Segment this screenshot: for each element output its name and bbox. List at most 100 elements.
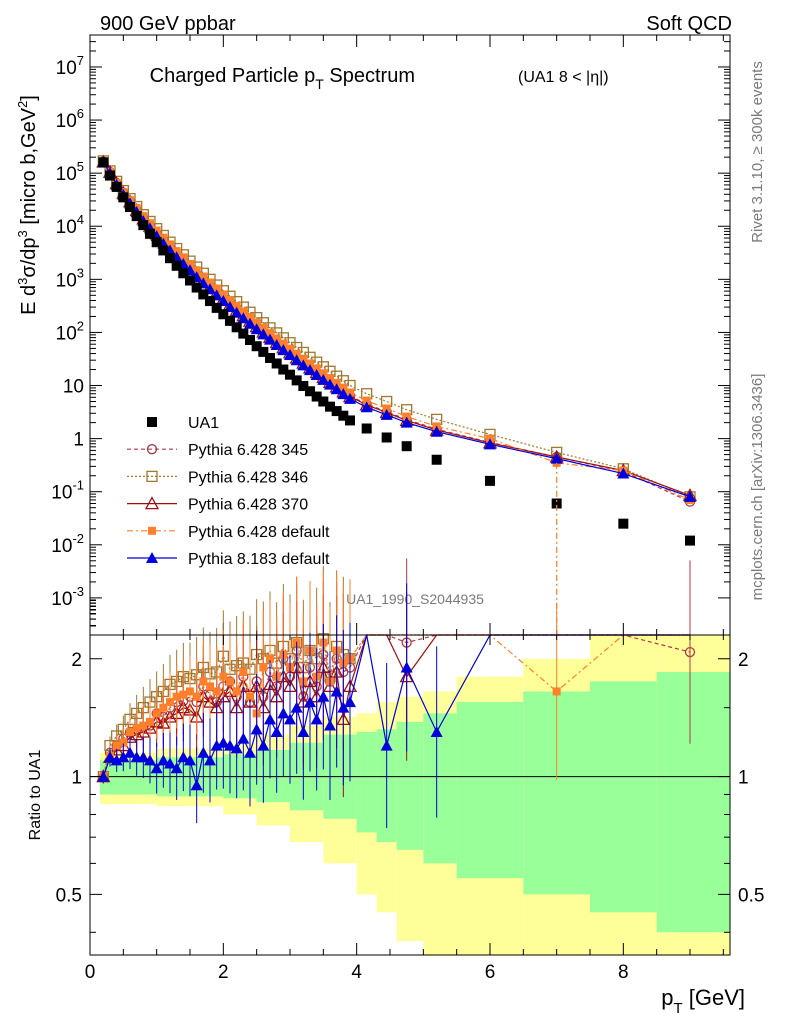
point-UA1	[338, 410, 349, 421]
ratio-y-tick-label-right: 1	[738, 768, 749, 789]
ratio-point-pdef	[552, 687, 561, 696]
band-inner	[100, 760, 157, 795]
legend-label: Pythia 6.428 346	[188, 469, 308, 486]
point-pdef	[159, 233, 168, 242]
point-UA1	[138, 220, 149, 231]
point-p8	[484, 438, 496, 450]
point-p8	[270, 338, 283, 350]
ratio-point-pdef	[166, 698, 174, 707]
point-pdef	[319, 369, 328, 378]
ratio-point-p8	[97, 770, 110, 782]
point-pdef	[332, 378, 341, 387]
band-inner	[590, 681, 657, 913]
point-pdef	[232, 301, 241, 310]
legend-item-UA1: UA1	[147, 415, 219, 432]
ratio-point-pdef	[119, 738, 128, 747]
ratio-point-pdef	[206, 682, 214, 691]
ratio-point-pdef	[132, 724, 141, 733]
legend: UA1 Pythia 6.428 345 Pythia 6.428 346 Pythi…	[127, 415, 330, 568]
point-UA1	[381, 432, 392, 443]
legend-label: Pythia 6.428 default	[188, 524, 330, 541]
point-pdef	[272, 334, 281, 343]
point-pdef	[402, 412, 411, 421]
point-p8	[237, 312, 250, 324]
x-tick-label: 8	[618, 962, 629, 983]
ratio-point-p8	[164, 757, 176, 769]
point-p8	[380, 408, 393, 420]
ratio-point-p345	[684, 646, 696, 658]
ratio-point-p8	[197, 746, 210, 758]
legend-label: UA1	[188, 415, 219, 432]
ratio-point-pdef	[112, 741, 121, 750]
point-UA1	[118, 192, 129, 203]
point-p8	[264, 333, 276, 345]
point-UA1	[298, 380, 309, 391]
ratio-point-p8	[337, 701, 350, 713]
point-UA1	[111, 181, 122, 192]
ratio-point-p8	[304, 696, 316, 708]
point-UA1	[485, 475, 495, 486]
point-p8	[257, 328, 270, 340]
mcplots-label: mcplots.cern.ch [arXiv:1306.3436]	[749, 374, 766, 601]
point-p8	[284, 349, 296, 361]
point-p8	[684, 490, 696, 502]
point-p8	[297, 359, 310, 371]
ratio-point-pdef	[259, 663, 268, 672]
ratio-point-p8	[170, 762, 183, 774]
y-tick-label: 1	[73, 430, 84, 451]
point-p8	[550, 452, 563, 464]
ratio-point-pdef	[152, 709, 161, 718]
point-p8	[617, 467, 630, 479]
x-tick-label: 4	[351, 962, 362, 983]
legend-item-p8: Pythia 8.183 default	[127, 551, 330, 568]
point-p8	[250, 323, 263, 335]
point-UA1	[178, 268, 189, 279]
point-pdef	[192, 266, 201, 275]
legend-item-p346: Pythia 6.428 346	[127, 469, 308, 486]
point-p8	[224, 300, 236, 312]
ratio-point-pdef	[179, 690, 188, 699]
point-UA1	[158, 245, 169, 256]
point-pdef	[299, 354, 308, 363]
band-inner	[656, 672, 730, 933]
point-UA1	[245, 335, 255, 346]
point-UA1	[211, 302, 222, 313]
point-UA1	[105, 170, 115, 181]
ratio-panel: 0.5 0.5 1 1 2 2 0 2 4 6 8	[56, 558, 764, 983]
y-tick-label: 10-2	[51, 531, 84, 557]
point-UA1	[131, 211, 142, 222]
x-tick-label: 2	[218, 962, 229, 983]
point-p8	[330, 383, 343, 395]
ratio-point-p8	[317, 690, 330, 702]
ratio-point-p8	[324, 719, 336, 731]
y-tick-label: 10-1	[51, 478, 84, 504]
point-p8	[324, 378, 336, 390]
point-pdef	[239, 307, 248, 316]
ratio-line-p346	[102, 634, 690, 777]
ratio-point-p8	[144, 754, 156, 766]
ratio-point-p8	[110, 754, 123, 766]
point-UA1	[265, 352, 275, 363]
ratio-frame	[89, 634, 731, 956]
chart-title-extra: (UA1 8 < |η|)	[518, 69, 609, 86]
point-pdef	[199, 272, 208, 281]
ratio-y-tick-label: 1	[71, 768, 82, 789]
ratio-point-pdef	[186, 687, 194, 696]
ratio-point-pdef	[126, 727, 134, 736]
ratio-y-tick-label-right: 0.5	[738, 885, 764, 906]
point-p8	[344, 392, 356, 404]
point-UA1	[238, 328, 249, 339]
point-pdef	[362, 396, 371, 405]
point-p8	[310, 368, 323, 380]
ratio-point-p8	[150, 762, 163, 774]
point-UA1	[685, 535, 695, 546]
y-tick-label: 105	[56, 159, 84, 185]
point-UA1	[318, 396, 329, 407]
point-p8	[277, 344, 290, 356]
point-pdef	[172, 247, 181, 256]
point-pdef	[339, 383, 348, 392]
point-pdef	[179, 253, 188, 262]
process-label: Soft QCD	[646, 13, 732, 35]
point-UA1	[278, 364, 289, 375]
legend-label: Pythia 6.428 345	[188, 442, 308, 459]
